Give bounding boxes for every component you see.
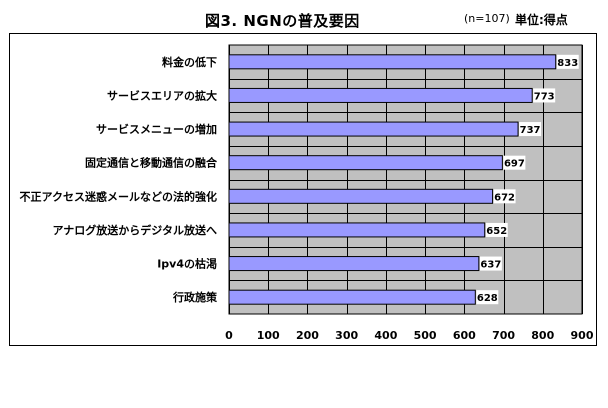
bar-4	[228, 188, 494, 204]
plot-area	[228, 44, 583, 315]
x-tick-label-0: 0	[225, 329, 233, 342]
value-label-1: 773	[534, 91, 555, 102]
x-tick-label-6: 600	[453, 329, 476, 342]
category-label-0: 料金の低下	[162, 55, 217, 69]
value-label-bg-7	[476, 290, 499, 305]
unit-note: 単位:得点	[515, 13, 568, 27]
value-label-bg-6	[479, 256, 502, 271]
value-label-bg-4	[493, 189, 516, 204]
value-label-0: 833	[557, 58, 578, 69]
value-label-bg-5	[485, 222, 508, 237]
value-label-2: 737	[520, 125, 541, 136]
value-label-3: 697	[504, 159, 525, 170]
value-label-5: 652	[486, 226, 507, 237]
x-tick-label-7: 700	[492, 329, 515, 342]
x-tick-label-8: 800	[531, 329, 554, 342]
bar-6	[228, 256, 480, 272]
chart-frame	[9, 33, 597, 346]
x-tick-label-2: 200	[296, 329, 319, 342]
bar-3	[228, 155, 503, 171]
value-label-bg-0	[556, 54, 579, 69]
chart-title: 図3. NGNの普及要因	[205, 12, 360, 30]
value-label-bg-1	[533, 88, 556, 103]
value-label-bg-2	[519, 122, 542, 137]
category-labels: 料金の低下サービスエリアの拡大サービスメニューの増加固定通信と移動通信の融合不正…	[20, 55, 218, 304]
x-axis-ticks: 0 100 200 300 400 500 600 700 800 900	[225, 329, 594, 342]
category-label-7: 行政施策	[172, 290, 218, 304]
x-tick-label-3: 300	[335, 329, 358, 342]
bars: 833 773 737 697 672 652 637 628	[228, 54, 579, 305]
category-label-3: 固定通信と移動通信の融合	[85, 156, 218, 170]
value-label-bg-3	[503, 155, 526, 170]
x-tick-label-4: 400	[374, 329, 397, 342]
value-label-6: 637	[480, 260, 501, 271]
x-tick-label-1: 100	[257, 329, 280, 342]
bar-0	[228, 54, 557, 70]
category-label-5: アナログ放送からデジタル放送へ	[52, 223, 217, 237]
sample-size-note: (n=107)	[464, 12, 510, 25]
bar-5	[228, 222, 486, 238]
bar-1	[228, 87, 533, 103]
x-tick-label-5: 500	[414, 329, 437, 342]
value-label-7: 628	[477, 293, 498, 304]
category-label-2: サービスメニューの増加	[96, 122, 217, 136]
category-label-1: サービスエリアの拡大	[107, 88, 217, 102]
category-label-4: 不正アクセス迷惑メールなどの法的強化	[20, 189, 217, 203]
category-label-6: Ipv4の枯渇	[157, 257, 217, 271]
value-label-4: 672	[494, 192, 515, 203]
x-tick-label-9: 900	[571, 329, 594, 342]
bar-2	[228, 121, 519, 137]
bar-7	[228, 289, 476, 305]
